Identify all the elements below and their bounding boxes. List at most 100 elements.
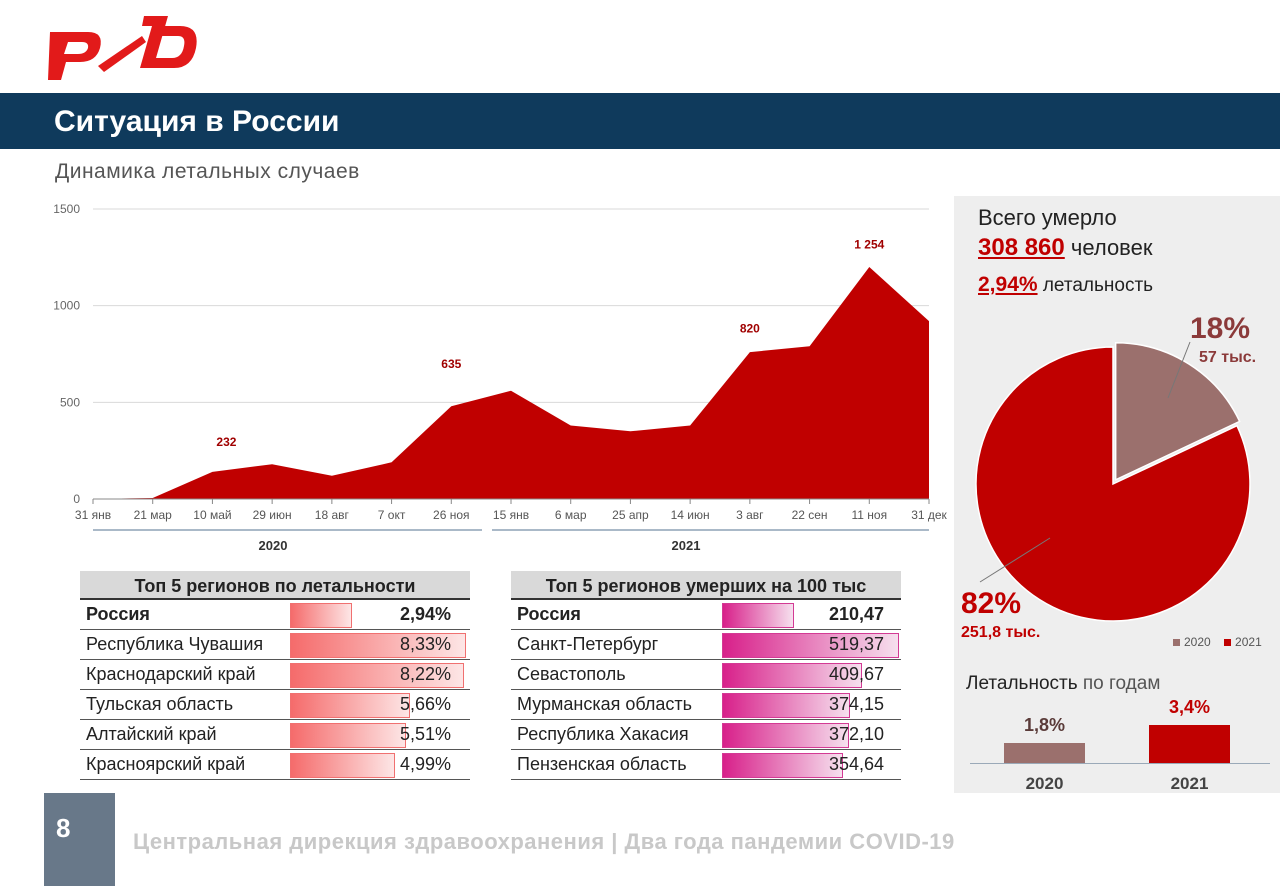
table-row: Краснодарский край 8,22% bbox=[80, 660, 470, 690]
region-name: Россия bbox=[517, 604, 581, 624]
data-bar bbox=[722, 753, 843, 778]
region-value: 372,10 bbox=[828, 724, 884, 744]
region-name: Мурманская область bbox=[517, 694, 693, 714]
table-row: Республика Хакасия 372,10 bbox=[511, 720, 901, 750]
pie-legend: 2020 2021 bbox=[1173, 635, 1262, 649]
region-value: 5,66% bbox=[399, 694, 451, 714]
yearly-lethality-title: Летальность по годам bbox=[966, 673, 1161, 694]
data-bar bbox=[290, 753, 396, 778]
total-deaths-label: Всего умерло bbox=[978, 205, 1117, 230]
pie-leader-2020 bbox=[1167, 341, 1191, 399]
year-label: 2021 bbox=[672, 538, 701, 553]
lethality-line: 2,94% летальность bbox=[978, 273, 1153, 297]
region-name: Алтайский край bbox=[86, 724, 217, 744]
table-per-100k-title: Топ 5 регионов умерших на 100 тыс bbox=[511, 571, 901, 600]
pie-2021-absolute: 251,8 тыс. bbox=[961, 624, 1041, 641]
yearly-axis bbox=[970, 763, 1270, 764]
y-tick-label: 0 bbox=[73, 492, 80, 506]
table-per-100k: Топ 5 регионов умерших на 100 тыс Россия… bbox=[511, 571, 901, 780]
yearly-year-2020: 2020 bbox=[1025, 774, 1064, 793]
y-tick-label: 500 bbox=[60, 395, 80, 409]
people-label: человек bbox=[1070, 235, 1153, 260]
year-share-pie-chart bbox=[975, 341, 1251, 622]
x-tick-label: 21 мар bbox=[134, 508, 173, 522]
region-name: Россия bbox=[86, 604, 150, 624]
data-bar bbox=[290, 693, 410, 718]
region-value: 354,64 bbox=[828, 754, 884, 774]
region-name: Красноярский край bbox=[86, 754, 246, 774]
data-bar bbox=[722, 603, 794, 628]
page-title: Ситуация в России bbox=[54, 105, 340, 138]
table-row: Мурманская область 374,15 bbox=[511, 690, 901, 720]
yearly-bar-2020 bbox=[1004, 742, 1085, 763]
data-bar bbox=[722, 723, 849, 748]
region-value: 8,22% bbox=[399, 664, 451, 684]
table-row: Россия 2,94% bbox=[80, 600, 470, 630]
table-row: Санкт-Петербург 519,37 bbox=[511, 630, 901, 660]
table-row: Севастополь 409,67 bbox=[511, 660, 901, 690]
x-tick-label: 31 дек bbox=[911, 508, 947, 522]
peak-annotation: 1 254 bbox=[854, 238, 884, 252]
region-value: 519,37 bbox=[828, 634, 884, 654]
data-bar bbox=[722, 693, 850, 718]
series-area bbox=[93, 267, 929, 499]
region-name: Республика Чувашия bbox=[86, 634, 264, 654]
region-value: 210,47 bbox=[828, 604, 884, 624]
title-bar: Ситуация в России bbox=[0, 93, 1280, 149]
table-row: Алтайский край 5,51% bbox=[80, 720, 470, 750]
region-value: 4,99% bbox=[399, 754, 451, 774]
data-bar bbox=[290, 633, 466, 658]
table-row: Красноярский край 4,99% bbox=[80, 750, 470, 780]
data-bar bbox=[290, 723, 407, 748]
region-value: 5,51% bbox=[399, 724, 451, 744]
table-lethality: Топ 5 регионов по летальности Россия 2,94… bbox=[80, 571, 470, 780]
data-bar bbox=[290, 663, 464, 688]
yearly-bar-2021 bbox=[1149, 725, 1230, 763]
x-tick-label: 14 июн bbox=[671, 508, 710, 522]
legend-item-2021: 2021 bbox=[1224, 635, 1262, 649]
total-deaths-line: 308 860 человек bbox=[978, 234, 1152, 262]
x-tick-label: 3 авг bbox=[736, 508, 764, 522]
data-bar bbox=[722, 633, 899, 658]
pie-2020-percent: 18% bbox=[1190, 312, 1251, 345]
region-name: Тульская область bbox=[86, 694, 234, 714]
y-tick-label: 1000 bbox=[53, 299, 80, 313]
x-tick-label: 29 июн bbox=[253, 508, 292, 522]
region-name: Республика Хакасия bbox=[517, 724, 689, 744]
table-row: Республика Чувашия 8,33% bbox=[80, 630, 470, 660]
deaths-area-chart: 0 500 1000 1500 31 янв 21 мар 10 май 29 июн 18 а… bbox=[53, 202, 947, 553]
peak-annotation: 635 bbox=[441, 357, 461, 371]
region-name: Севастополь bbox=[517, 664, 626, 684]
lethality-value: 2,94% bbox=[978, 273, 1038, 296]
region-value: 374,15 bbox=[828, 694, 884, 714]
pie-leader-2021 bbox=[979, 537, 1051, 583]
lethality-label: летальность bbox=[1042, 275, 1154, 296]
x-tick-label: 7 окт bbox=[378, 508, 406, 522]
yearly-year-2021: 2021 bbox=[1170, 774, 1209, 793]
region-name: Санкт-Петербург bbox=[517, 634, 659, 654]
x-tick-label: 26 ноя bbox=[433, 508, 469, 522]
peak-annotation: 232 bbox=[216, 435, 236, 449]
chart-subtitle: Динамика летальных случаев bbox=[55, 160, 360, 183]
x-tick-label: 25 апр bbox=[612, 508, 649, 522]
page-number: 8 bbox=[56, 813, 71, 843]
table-row: Пензенская область 354,64 bbox=[511, 750, 901, 780]
region-name: Краснодарский край bbox=[86, 664, 256, 684]
pie-2021-percent: 82% bbox=[961, 587, 1022, 620]
pie-slice-2021 bbox=[975, 346, 1251, 622]
data-bar bbox=[290, 603, 353, 628]
x-tick-label: 18 авг bbox=[315, 508, 350, 522]
region-value: 2,94% bbox=[399, 604, 451, 624]
x-tick-label: 6 мар bbox=[555, 508, 587, 522]
x-tick-label: 10 май bbox=[193, 508, 231, 522]
data-bar bbox=[722, 663, 862, 688]
legend-item-2020: 2020 bbox=[1173, 635, 1211, 649]
peak-annotation: 820 bbox=[740, 321, 760, 335]
region-name: Пензенская область bbox=[517, 754, 687, 774]
x-tick-label: 11 ноя bbox=[851, 508, 887, 522]
pie-slice-2020 bbox=[1114, 342, 1241, 481]
page-number-box: 8 bbox=[44, 793, 115, 886]
x-tick-label: 15 янв bbox=[493, 508, 529, 522]
region-value: 8,33% bbox=[399, 634, 451, 654]
total-deaths-value: 308 860 bbox=[978, 234, 1065, 261]
